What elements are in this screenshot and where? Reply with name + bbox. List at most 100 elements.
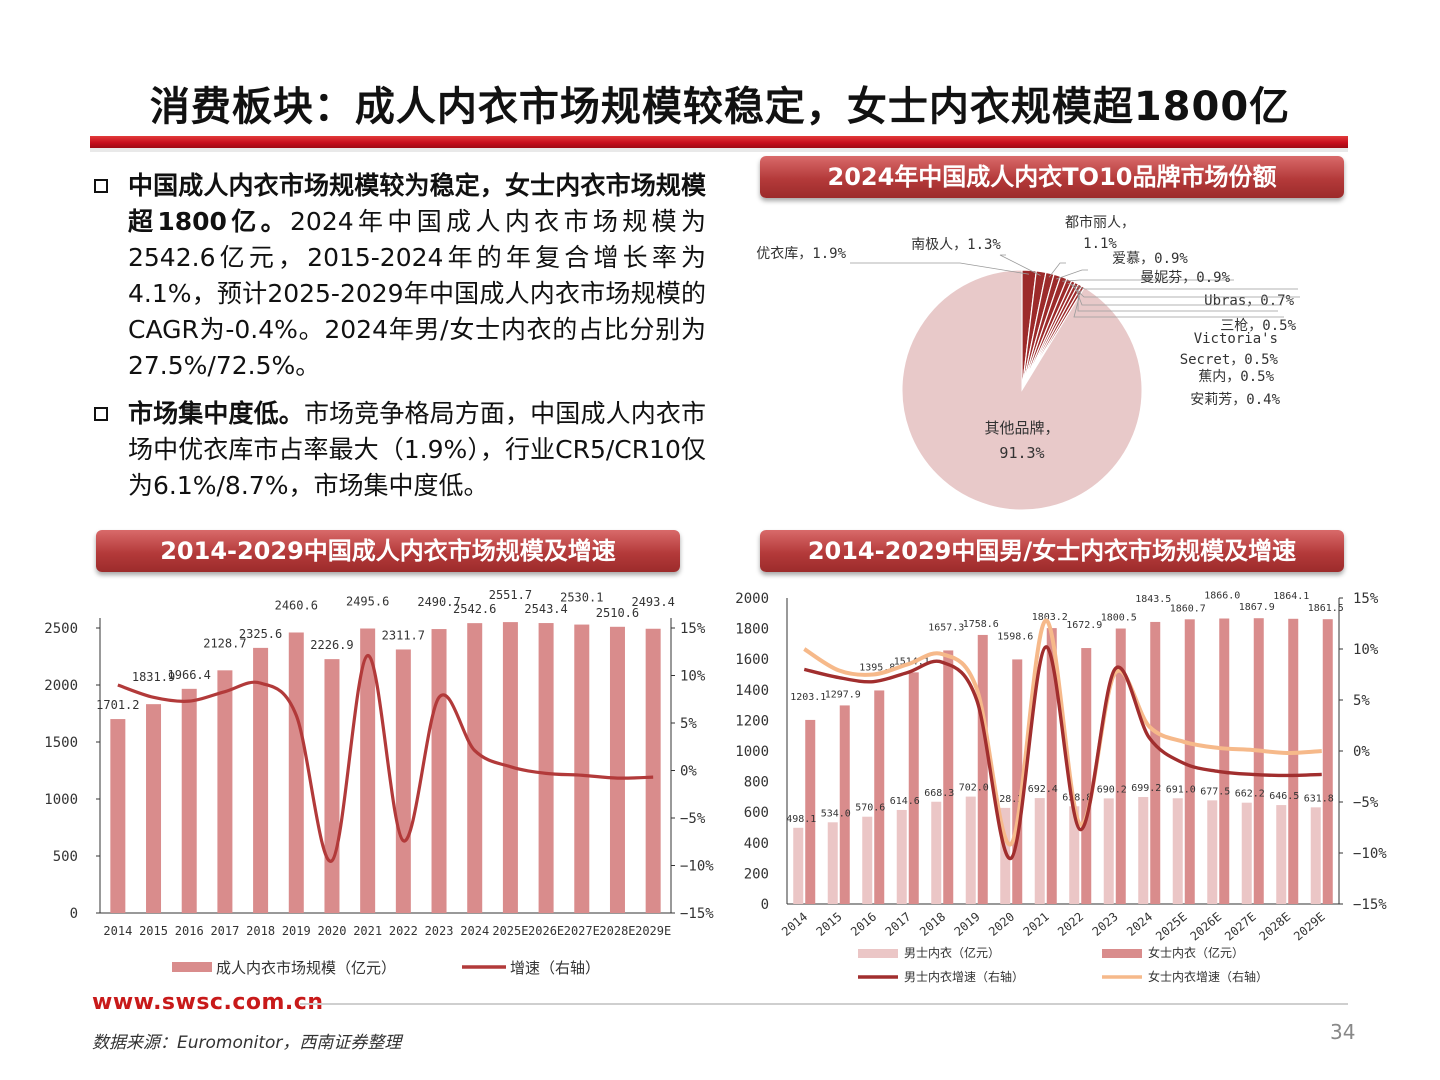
bar-male <box>793 827 804 904</box>
bar-label-male: 570.6 <box>855 803 885 814</box>
y-right-tick: 10% <box>680 669 706 685</box>
y-right-tick: 15% <box>1353 591 1379 607</box>
bar-label-female: 1860.7 <box>1170 603 1206 614</box>
legend-label: 男士内衣增速（右轴） <box>904 969 1024 984</box>
x-tick: 2019 <box>282 924 311 938</box>
legend-swatch-bar <box>858 949 898 958</box>
bar-label-male: 628.3 <box>993 794 1023 805</box>
bar-male <box>1172 798 1183 904</box>
bullet-body: 2024年中国成人内衣市场规模为2542.6亿元，2015-2024年的年复合增… <box>128 207 706 380</box>
page-title: 消费板块：成人内衣市场规模较稳定，女士内衣规模超1800亿 <box>149 84 1291 130</box>
x-tick: 2018 <box>246 924 275 938</box>
x-tick: 2020 <box>318 924 347 938</box>
bar <box>253 647 269 913</box>
x-tick: 2024 <box>1124 910 1155 939</box>
bar-female <box>908 672 919 904</box>
bar-female <box>943 650 954 904</box>
bar <box>538 623 554 913</box>
y-right-tick: −10% <box>680 859 714 875</box>
x-tick: 2028E <box>1257 910 1294 944</box>
bar-male <box>1276 805 1287 904</box>
bar-female <box>874 690 885 904</box>
bar-label: 2226.9 <box>310 638 353 652</box>
y-left-tick: 200 <box>744 866 769 882</box>
bar-female <box>1046 628 1057 904</box>
bar-male <box>1000 807 1011 904</box>
x-tick: 2016 <box>175 924 204 938</box>
x-tick: 2018 <box>917 910 948 939</box>
bar-label: 2460.6 <box>275 598 318 612</box>
bar-label-male: 638.8 <box>1062 792 1092 803</box>
legend-label: 增速（右轴） <box>510 959 600 977</box>
growth-line <box>803 618 1322 847</box>
x-tick: 2028E <box>599 924 635 938</box>
bar-female <box>977 634 988 904</box>
bar-label-male: 692.4 <box>1028 784 1058 795</box>
bar-female <box>1219 618 1230 904</box>
bar-label-male: 702.0 <box>959 783 989 794</box>
x-tick: 2025E <box>1153 910 1190 944</box>
x-tick: 2024 <box>460 924 489 938</box>
pie-label: 爱慕，0.9% <box>1112 251 1188 267</box>
y-left-tick: 500 <box>53 849 78 865</box>
y-left-tick: 1000 <box>44 792 78 808</box>
y-right-tick: 0% <box>1353 744 1370 760</box>
pie-label: 安莉芳，0.4% <box>1190 391 1280 408</box>
bar-label-male: 677.5 <box>1200 786 1230 797</box>
bar-label: 2551.7 <box>489 588 532 602</box>
gender-chart-title: 2014-2029中国男/女士内衣市场规模及增速 <box>760 530 1344 572</box>
pie-label: 都市丽人， <box>1065 214 1135 231</box>
y-right-tick: −15% <box>680 906 714 922</box>
pie-chart-title: 2024年中国成人内衣TO10品牌市场份额 <box>760 156 1344 198</box>
bar-label-male: 690.2 <box>1097 784 1127 795</box>
bar-female <box>1115 628 1126 904</box>
footer-url: www.swsc.com.cn <box>92 990 324 1015</box>
x-tick: 2017 <box>883 910 914 939</box>
leader-line <box>1048 262 1066 278</box>
bar-male <box>1103 798 1114 904</box>
leader-line <box>1055 269 1088 280</box>
y-left-tick: 2000 <box>735 591 769 607</box>
bar-female <box>1288 618 1299 904</box>
bullet-body: 市场竞争格局方面，中国成人内衣市场中优衣库市占率最大（1.9%），行业CR5/C… <box>128 399 706 500</box>
pie-label: 蕉内，0.5% <box>1198 369 1274 385</box>
legend-label: 女士内衣增速（右轴） <box>1148 969 1268 984</box>
y-right-tick: −10% <box>1353 846 1387 862</box>
bar <box>395 649 411 913</box>
bar-label-male: 699.2 <box>1131 783 1161 794</box>
x-tick: 2029E <box>1291 910 1328 944</box>
bar <box>217 670 233 913</box>
bar-label-female: 1297.9 <box>825 689 861 700</box>
x-tick: 2015 <box>139 924 168 938</box>
bar-label-male: 534.0 <box>821 808 851 819</box>
bar-label-male: 668.3 <box>924 788 954 799</box>
bar <box>467 623 483 913</box>
leader-line <box>1077 288 1278 312</box>
bar-female <box>1184 619 1195 904</box>
bar-male <box>1207 800 1218 904</box>
y-left-tick: 800 <box>744 775 769 791</box>
bar-label: 1701.2 <box>96 698 139 712</box>
pie-label: Ubras，0.7% <box>1204 293 1294 309</box>
y-right-tick: −5% <box>1353 795 1379 811</box>
bar-label-female: 1758.6 <box>963 619 999 630</box>
y-left-tick: 1500 <box>44 735 78 751</box>
bar-label: 2325.6 <box>239 627 282 641</box>
leader-line <box>1074 286 1282 306</box>
total-chart-title: 2014-2029中国成人内衣市场规模及增速 <box>96 530 680 572</box>
bar-male <box>931 801 942 904</box>
bar-label-female: 1203.1 <box>790 692 826 703</box>
y-left-tick: 400 <box>744 836 769 852</box>
bar-label-female: 1843.5 <box>1135 594 1171 605</box>
bar-label-female: 1800.5 <box>1101 613 1137 624</box>
bar-male <box>965 796 976 904</box>
bar <box>288 632 304 913</box>
bar-label-male: 691.0 <box>1166 784 1196 795</box>
bullet-list: 中国成人内衣市场规模较为稳定，女士内衣市场规模超1800亿。2024年中国成人内… <box>92 168 706 516</box>
bar-label-female: 1866.0 <box>1204 591 1240 602</box>
pie-label: 南极人，1.3% <box>911 237 1001 253</box>
x-tick: 2025E <box>492 924 528 938</box>
bar-label: 2311.7 <box>382 628 425 642</box>
bar-female <box>1322 619 1333 904</box>
bar <box>110 719 126 913</box>
